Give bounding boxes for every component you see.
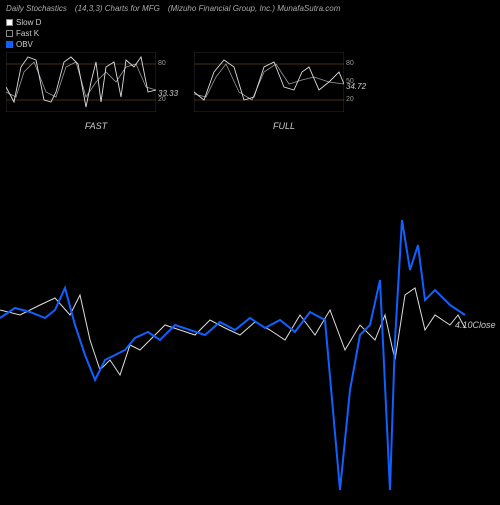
fast-chart-container: 33.33 80 20 FAST xyxy=(6,52,186,131)
fast-chart-label: FAST xyxy=(6,121,186,131)
legend-obv: OBV xyxy=(6,39,494,50)
legend: Slow D Fast K OBV xyxy=(0,17,500,50)
legend-obv-label: OBV xyxy=(16,39,33,50)
legend-slow-d-label: Slow D xyxy=(16,17,41,28)
axis-label: 80 xyxy=(346,60,354,67)
full-chart xyxy=(194,52,344,112)
title-stochastics: Daily Stochastics xyxy=(6,4,67,13)
swatch-fast-k xyxy=(6,30,13,37)
main-chart-container: 4.10Close xyxy=(0,240,500,500)
main-chart xyxy=(0,240,500,500)
full-chart-label: FULL xyxy=(194,121,374,131)
fast-chart xyxy=(6,52,156,112)
axis-label: 50 xyxy=(346,78,354,85)
mini-charts-row: 33.33 80 20 FAST 34.72 80 20 50 FULL xyxy=(0,50,500,133)
legend-fast-k-label: Fast K xyxy=(16,28,39,39)
chart-header: Daily Stochastics (14,3,3) Charts for MF… xyxy=(0,0,500,17)
axis-label: 20 xyxy=(158,96,166,103)
axis-label: 80 xyxy=(158,60,166,67)
swatch-obv xyxy=(6,41,13,48)
legend-slow-d: Slow D xyxy=(6,17,494,28)
swatch-slow-d xyxy=(6,19,13,26)
title-params: (14,3,3) Charts for MFG xyxy=(75,4,160,13)
full-chart-container: 34.72 80 20 50 FULL xyxy=(194,52,374,131)
legend-fast-k: Fast K xyxy=(6,28,494,39)
main-value-label: 4.10Close xyxy=(455,320,496,330)
axis-label: 20 xyxy=(346,96,354,103)
title-company: (Mizuho Financial Group, Inc.) MunafaSut… xyxy=(168,4,341,13)
